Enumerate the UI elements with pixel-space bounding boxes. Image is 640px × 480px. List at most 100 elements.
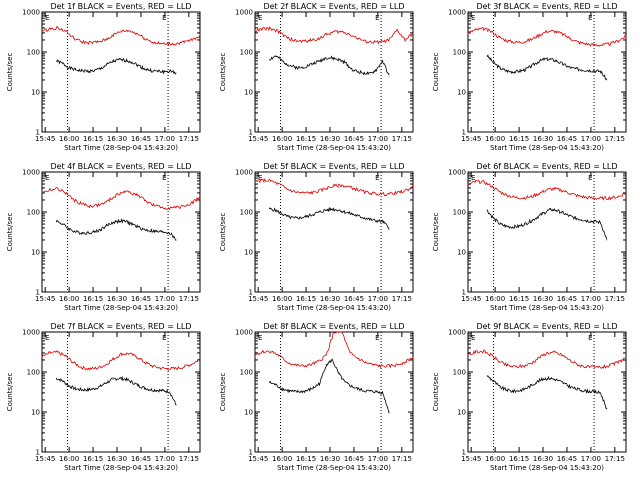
events-data-point bbox=[131, 223, 133, 225]
lld-data-point bbox=[467, 32, 469, 34]
events-data-point bbox=[568, 66, 570, 68]
x-axis-label: Start Time (28-Sep-04 15:43:20) bbox=[490, 304, 604, 312]
lld-data-point bbox=[381, 365, 382, 367]
panel-title: Det 9f BLACK = Events, RED = LLD bbox=[476, 322, 617, 331]
lld-data-point bbox=[530, 39, 532, 40]
events-data-point bbox=[357, 388, 358, 390]
events-data-point bbox=[556, 60, 557, 62]
events-data-point bbox=[87, 389, 89, 391]
lld-data-point bbox=[294, 40, 295, 42]
events-data-point bbox=[313, 387, 314, 389]
lld-data-point bbox=[175, 207, 177, 209]
lld-data-point bbox=[491, 355, 493, 356]
lld-data-point bbox=[191, 363, 193, 365]
x-tick-label: 17:15 bbox=[179, 295, 199, 303]
lld-data-point bbox=[530, 196, 532, 198]
panel-title: Det 3f BLACK = Events, RED = LLD bbox=[476, 2, 617, 11]
plot-frame bbox=[41, 331, 201, 453]
y-tick-label: 100 bbox=[27, 209, 40, 217]
events-data-point bbox=[505, 70, 507, 72]
events-data-point bbox=[125, 59, 127, 61]
lld-data-point bbox=[625, 357, 627, 358]
lld-data-point bbox=[625, 192, 627, 194]
events-data-point bbox=[376, 69, 377, 71]
events-data-point bbox=[568, 215, 570, 217]
lld-data-point bbox=[609, 365, 611, 366]
events-data-point bbox=[68, 228, 70, 230]
x-tick-label: 16:45 bbox=[344, 455, 364, 463]
plot-frame bbox=[41, 11, 201, 133]
x-tick-label: 16:45 bbox=[557, 135, 577, 143]
lld-data-point bbox=[152, 365, 154, 367]
lld-data-point bbox=[499, 191, 500, 193]
events-data-point bbox=[388, 75, 390, 77]
lld-data-point bbox=[538, 34, 540, 36]
detector-panel: Det 8f BLACK = Events, RED = LLD 1 10 100 10… bbox=[219, 322, 414, 472]
lld-data-point bbox=[499, 37, 500, 38]
lld-data-point bbox=[412, 33, 414, 34]
flag-label: E bbox=[258, 334, 262, 342]
y-axis-label: Counts/sec bbox=[219, 373, 227, 412]
y-tick-label: 100 bbox=[240, 369, 253, 377]
lld-data-point bbox=[570, 193, 572, 194]
lld-data-point bbox=[65, 355, 67, 357]
y-tick-label: 1 bbox=[36, 289, 40, 297]
lld-data-point bbox=[175, 368, 177, 369]
lld-data-point bbox=[317, 190, 319, 192]
lld-data-point bbox=[160, 207, 161, 208]
events-data-point bbox=[118, 59, 120, 61]
y-axis-label: Counts/sec bbox=[432, 53, 440, 92]
lld-data-point bbox=[381, 41, 382, 43]
x-tick-label: 16:45 bbox=[557, 295, 577, 303]
lld-data-point bbox=[396, 192, 398, 194]
events-data-point bbox=[331, 208, 333, 210]
lld-data-point bbox=[309, 192, 311, 194]
y-axis-label: Counts/sec bbox=[6, 213, 14, 252]
lld-data-point bbox=[554, 351, 556, 353]
flag-label: E bbox=[162, 174, 166, 182]
lld-data-point bbox=[546, 30, 548, 32]
events-data-point bbox=[376, 391, 377, 393]
lld-data-point bbox=[128, 353, 130, 354]
lld-data-point bbox=[73, 37, 74, 39]
events-data-point bbox=[518, 390, 520, 392]
lld-data-point bbox=[278, 31, 280, 33]
lld-data-point bbox=[309, 364, 311, 366]
lld-data-point bbox=[546, 189, 548, 191]
lld-data-point bbox=[586, 366, 587, 368]
events-series-line bbox=[486, 207, 608, 240]
x-tick-label: 17:15 bbox=[392, 135, 412, 143]
lld-data-point bbox=[136, 33, 138, 34]
events-data-point bbox=[81, 70, 82, 72]
lld-data-point bbox=[57, 27, 59, 29]
lld-data-point bbox=[562, 33, 564, 35]
lld-data-point bbox=[546, 352, 548, 354]
events-data-point bbox=[537, 61, 538, 63]
lld-data-point bbox=[357, 189, 359, 191]
events-series-line bbox=[486, 375, 608, 410]
lld-data-point bbox=[73, 199, 74, 201]
lld-data-point bbox=[49, 28, 51, 30]
lld-data-point bbox=[144, 37, 146, 39]
events-data-point bbox=[350, 385, 352, 387]
events-data-point bbox=[169, 232, 171, 234]
lld-data-point bbox=[601, 366, 603, 368]
lld-data-point bbox=[152, 204, 154, 206]
y-tick-label: 100 bbox=[453, 369, 466, 377]
lld-data-point bbox=[365, 191, 366, 193]
events-data-point bbox=[505, 389, 507, 391]
x-tick-label: 15:45 bbox=[248, 135, 268, 143]
y-tick-label: 10 bbox=[457, 249, 466, 257]
lld-data-point bbox=[317, 38, 319, 40]
events-data-point bbox=[137, 385, 139, 386]
x-tick-label: 17:15 bbox=[392, 455, 412, 463]
events-data-point bbox=[331, 57, 333, 59]
events-data-point bbox=[150, 230, 152, 232]
x-tick-label: 16:30 bbox=[533, 135, 553, 143]
lld-data-point bbox=[578, 41, 579, 43]
events-data-point bbox=[294, 66, 295, 68]
lld-data-point bbox=[609, 197, 611, 199]
events-data-point bbox=[338, 373, 340, 375]
x-tick-label: 15:45 bbox=[461, 295, 481, 303]
panel-title: Det 8f BLACK = Events, RED = LLD bbox=[263, 322, 404, 331]
